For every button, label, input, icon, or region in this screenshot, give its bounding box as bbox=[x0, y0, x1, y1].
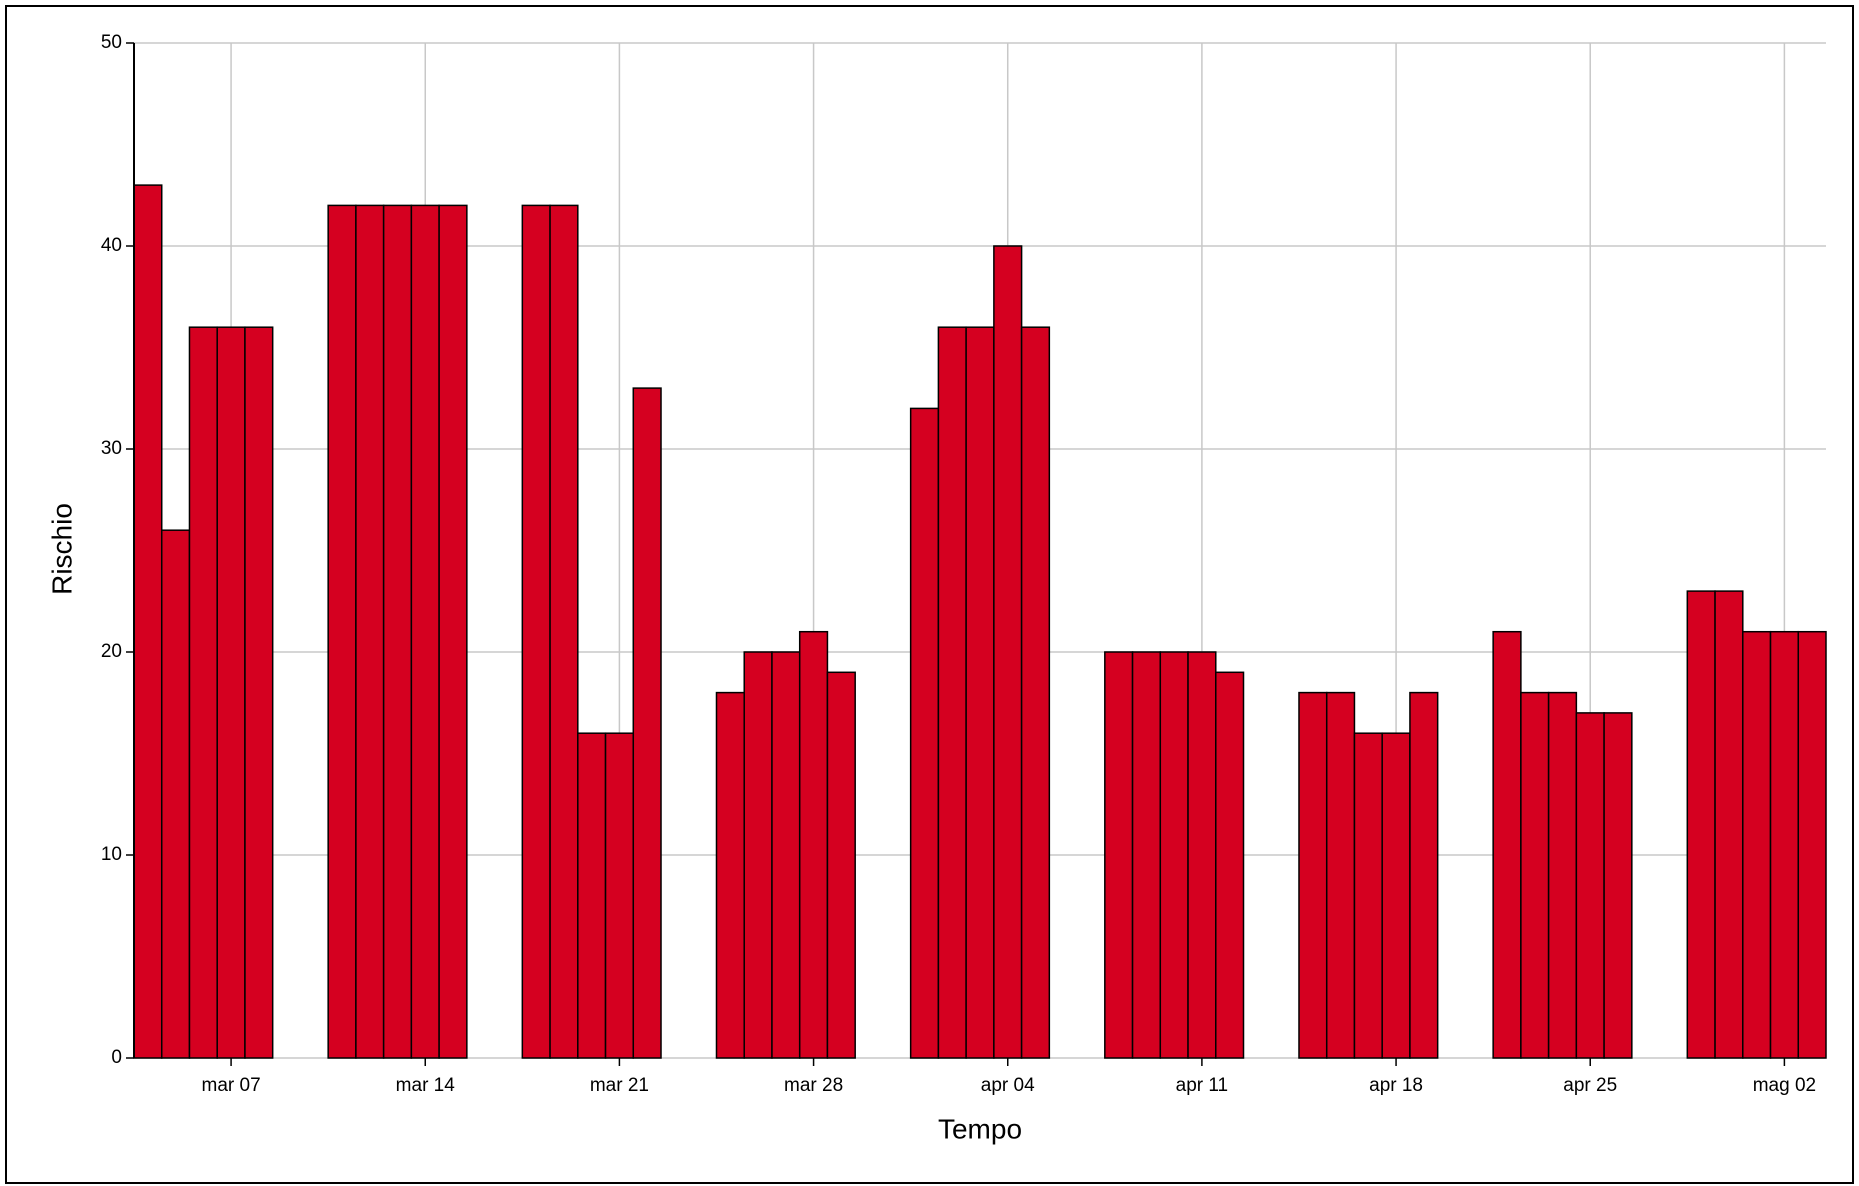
bar bbox=[1714, 590, 1744, 1059]
bar bbox=[1131, 651, 1162, 1059]
bar bbox=[438, 204, 468, 1059]
bar bbox=[1769, 630, 1800, 1059]
x-tick-label: apr 25 bbox=[1563, 1075, 1617, 1096]
bar bbox=[1325, 691, 1356, 1059]
bar bbox=[909, 407, 940, 1059]
bar bbox=[549, 204, 579, 1059]
bar bbox=[965, 326, 995, 1059]
bar bbox=[1381, 732, 1411, 1059]
y-axis-title: Rischio bbox=[46, 503, 77, 595]
bar bbox=[327, 204, 357, 1059]
bar bbox=[715, 691, 745, 1059]
axes: 0 10 20 30 40 50 mar 07 mar 14 mar 21 mar 28 apr 0… bbox=[101, 32, 1816, 1096]
bar bbox=[1353, 732, 1383, 1059]
bar bbox=[937, 326, 967, 1059]
bar bbox=[1686, 590, 1716, 1059]
bar bbox=[577, 732, 607, 1059]
y-tick-label: 0 bbox=[111, 1047, 122, 1068]
bar bbox=[355, 204, 385, 1059]
bar bbox=[216, 326, 246, 1059]
x-tick-label: apr 04 bbox=[981, 1075, 1035, 1096]
bar bbox=[1159, 651, 1189, 1059]
bar bbox=[1104, 651, 1134, 1059]
bar bbox=[1547, 691, 1578, 1059]
bar bbox=[632, 387, 662, 1059]
x-tick-label: mar 07 bbox=[202, 1075, 261, 1096]
bar bbox=[604, 732, 635, 1059]
x-tick-label: apr 11 bbox=[1176, 1075, 1228, 1096]
bar bbox=[521, 204, 551, 1059]
y-tick-label: 10 bbox=[101, 844, 122, 865]
bar bbox=[1492, 630, 1522, 1059]
bar bbox=[743, 651, 773, 1059]
x-tick-label: mar 14 bbox=[396, 1075, 456, 1096]
bar bbox=[410, 204, 440, 1059]
y-tick-label: 20 bbox=[101, 641, 122, 662]
bar bbox=[1742, 630, 1772, 1059]
bar bbox=[771, 651, 801, 1059]
bars bbox=[133, 184, 1827, 1059]
x-axis-title: Tempo bbox=[938, 1113, 1022, 1144]
bar bbox=[826, 671, 856, 1059]
y-tick-label: 30 bbox=[101, 438, 122, 459]
y-tick-label: 50 bbox=[101, 32, 122, 53]
bar bbox=[1603, 712, 1633, 1059]
bar bbox=[160, 529, 191, 1059]
bar bbox=[1520, 691, 1550, 1059]
x-tick-label: apr 18 bbox=[1369, 1075, 1423, 1096]
x-tick-label: mar 28 bbox=[784, 1075, 843, 1096]
bar bbox=[1298, 691, 1328, 1059]
x-tick-label: mag 02 bbox=[1753, 1075, 1816, 1096]
bar bbox=[1020, 326, 1051, 1059]
bar bbox=[1215, 671, 1245, 1059]
bar bbox=[382, 204, 413, 1059]
bar bbox=[1187, 651, 1217, 1059]
y-tick-label: 40 bbox=[101, 235, 122, 256]
bar bbox=[1797, 630, 1827, 1059]
bar bbox=[133, 184, 163, 1059]
bar bbox=[1409, 691, 1439, 1059]
bar bbox=[244, 326, 274, 1059]
bar bbox=[188, 326, 218, 1059]
bar bbox=[993, 245, 1023, 1059]
bar bbox=[798, 630, 829, 1059]
x-tick-label: mar 21 bbox=[590, 1075, 649, 1096]
bar bbox=[1575, 712, 1605, 1059]
